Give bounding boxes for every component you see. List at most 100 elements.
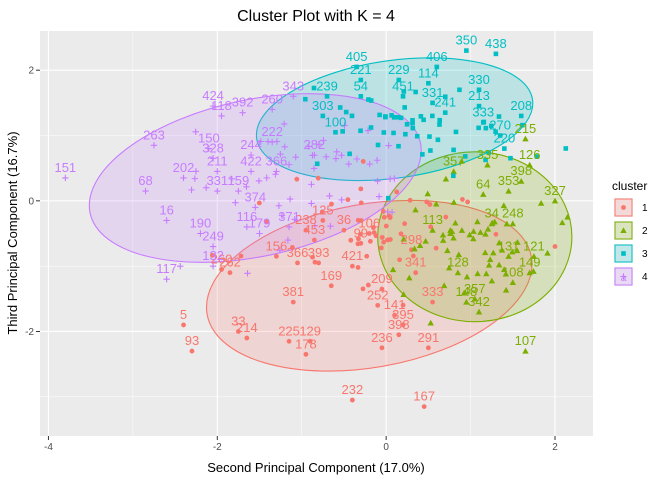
cluster-2-point: [445, 264, 453, 271]
cluster-4-point-label: 331: [206, 173, 228, 188]
cluster-4-point: [192, 128, 199, 136]
cluster-4-point: [256, 230, 263, 237]
cluster-3-point-label: 220: [493, 131, 515, 146]
cluster-2-point: [429, 227, 436, 233]
cluster-4-point: [150, 142, 158, 149]
cluster-2-point: [474, 270, 481, 277]
cluster-3-point: [358, 128, 363, 134]
cluster-4-point: [264, 138, 272, 145]
cluster-3-point: [497, 133, 503, 138]
cluster-2-point: [513, 247, 521, 254]
cluster-1-point: [290, 299, 296, 305]
cluster-1-point: [413, 270, 419, 276]
cluster-1-point-label: 156: [266, 238, 288, 253]
cluster-4-point: [214, 187, 221, 195]
cluster-1-point-label: 178: [295, 336, 317, 351]
cluster-4-point: [177, 262, 184, 270]
cluster-2-point-label: 128: [447, 255, 469, 270]
cluster-3-point: [486, 150, 492, 155]
cluster-4-point-label: 263: [143, 127, 165, 142]
cluster-2-point: [460, 289, 468, 296]
cluster-4-point: [308, 200, 315, 207]
cluster-3-point: [421, 117, 426, 123]
cluster-3-point: [462, 154, 468, 159]
cluster-1-point: [381, 239, 387, 245]
cluster-1-point-label: 36: [337, 212, 351, 227]
cluster-4-point-label: 392: [232, 95, 254, 110]
cluster-4-point: [273, 168, 280, 175]
cluster-1-point: [400, 302, 406, 308]
cluster-2-point-label: 357: [443, 153, 465, 168]
cluster-1-point: [329, 201, 334, 207]
cluster-3-point: [476, 103, 482, 109]
cluster-3-point: [496, 114, 502, 119]
cluster-3-point: [347, 151, 352, 157]
cluster-1-point: [295, 260, 300, 266]
cluster-1-point: [381, 214, 387, 220]
cluster-2-point-label: 131: [498, 238, 520, 253]
cluster-2-point: [484, 161, 491, 168]
cluster-4-point-label: 328: [202, 140, 224, 155]
cluster-4-point: [188, 186, 195, 194]
cluster-1-point-label: 106: [358, 216, 380, 231]
cluster-3-point-label: 438: [485, 36, 507, 51]
cluster-3-point: [385, 195, 391, 201]
cluster-1-point: [345, 197, 351, 203]
cluster-3-point: [518, 113, 524, 119]
cluster-2-point: [475, 308, 483, 315]
cluster-4-point-label: 116: [236, 209, 257, 224]
cluster-3-point: [410, 117, 415, 123]
cluster-3-point: [430, 113, 435, 119]
cluster-3-point: [320, 113, 326, 119]
cluster-2-point-label: 335: [477, 147, 499, 162]
cluster-4-point: [209, 155, 217, 162]
cluster-4-point-label: 374: [244, 189, 266, 204]
cluster-1-point: [365, 282, 371, 288]
cluster-1-point-label: 262: [219, 255, 241, 270]
cluster-2-point: [500, 266, 508, 273]
cluster-2-point: [502, 270, 510, 277]
cluster-4-point-label: 366: [266, 153, 288, 168]
cluster-2-point: [484, 225, 492, 232]
cluster-3-point: [481, 119, 487, 125]
cluster-2-point-label: 398: [510, 163, 532, 178]
cluster-2-point: [455, 251, 462, 258]
legend-label-2: 2: [642, 226, 648, 237]
cluster-1-point: [378, 245, 384, 251]
cluster-1-point: [387, 215, 393, 220]
cluster-1-point: [392, 312, 397, 318]
cluster-2-point: [530, 268, 537, 274]
cluster-2-point-label: 64: [476, 176, 490, 191]
cluster-2-point-label: 108: [502, 264, 524, 279]
cluster-3-point-label: 239: [316, 78, 338, 93]
cluster-1-point: [357, 231, 363, 237]
cluster-4-point-label: 118: [211, 98, 232, 113]
major-gridlines: [40, 31, 593, 436]
cluster-3-point: [358, 77, 364, 83]
cluster-3-point: [427, 134, 432, 139]
cluster-2-point: [400, 291, 407, 297]
cluster-3-point: [391, 115, 397, 120]
cluster-2-point: [439, 231, 447, 238]
cluster-1-point: [209, 252, 215, 258]
cluster-1-point: [358, 200, 364, 206]
cluster-2-point-label: 34: [484, 206, 498, 221]
cluster-4-point: [385, 142, 392, 149]
cluster-3-point: [457, 87, 462, 93]
cluster-4-point: [255, 177, 263, 185]
cluster-2-point: [559, 219, 566, 226]
cluster-2-point: [518, 178, 525, 184]
cluster-3-point-label: 406: [426, 49, 448, 64]
cluster-3-point: [502, 146, 507, 151]
data-points: [62, 48, 571, 410]
cluster-3-point: [400, 94, 406, 99]
cluster-3-point: [430, 100, 435, 106]
cluster-1-point: [366, 231, 372, 236]
cluster-1-point-label: 225: [278, 323, 300, 338]
cluster-4-point: [278, 212, 286, 219]
cluster-1-point: [443, 214, 449, 220]
cluster-4-point: [286, 195, 294, 203]
cluster-2-point: [530, 253, 538, 259]
cluster-4-point-label: 16: [159, 202, 173, 217]
legend: cluster 1 2 3 a 4: [612, 179, 648, 286]
